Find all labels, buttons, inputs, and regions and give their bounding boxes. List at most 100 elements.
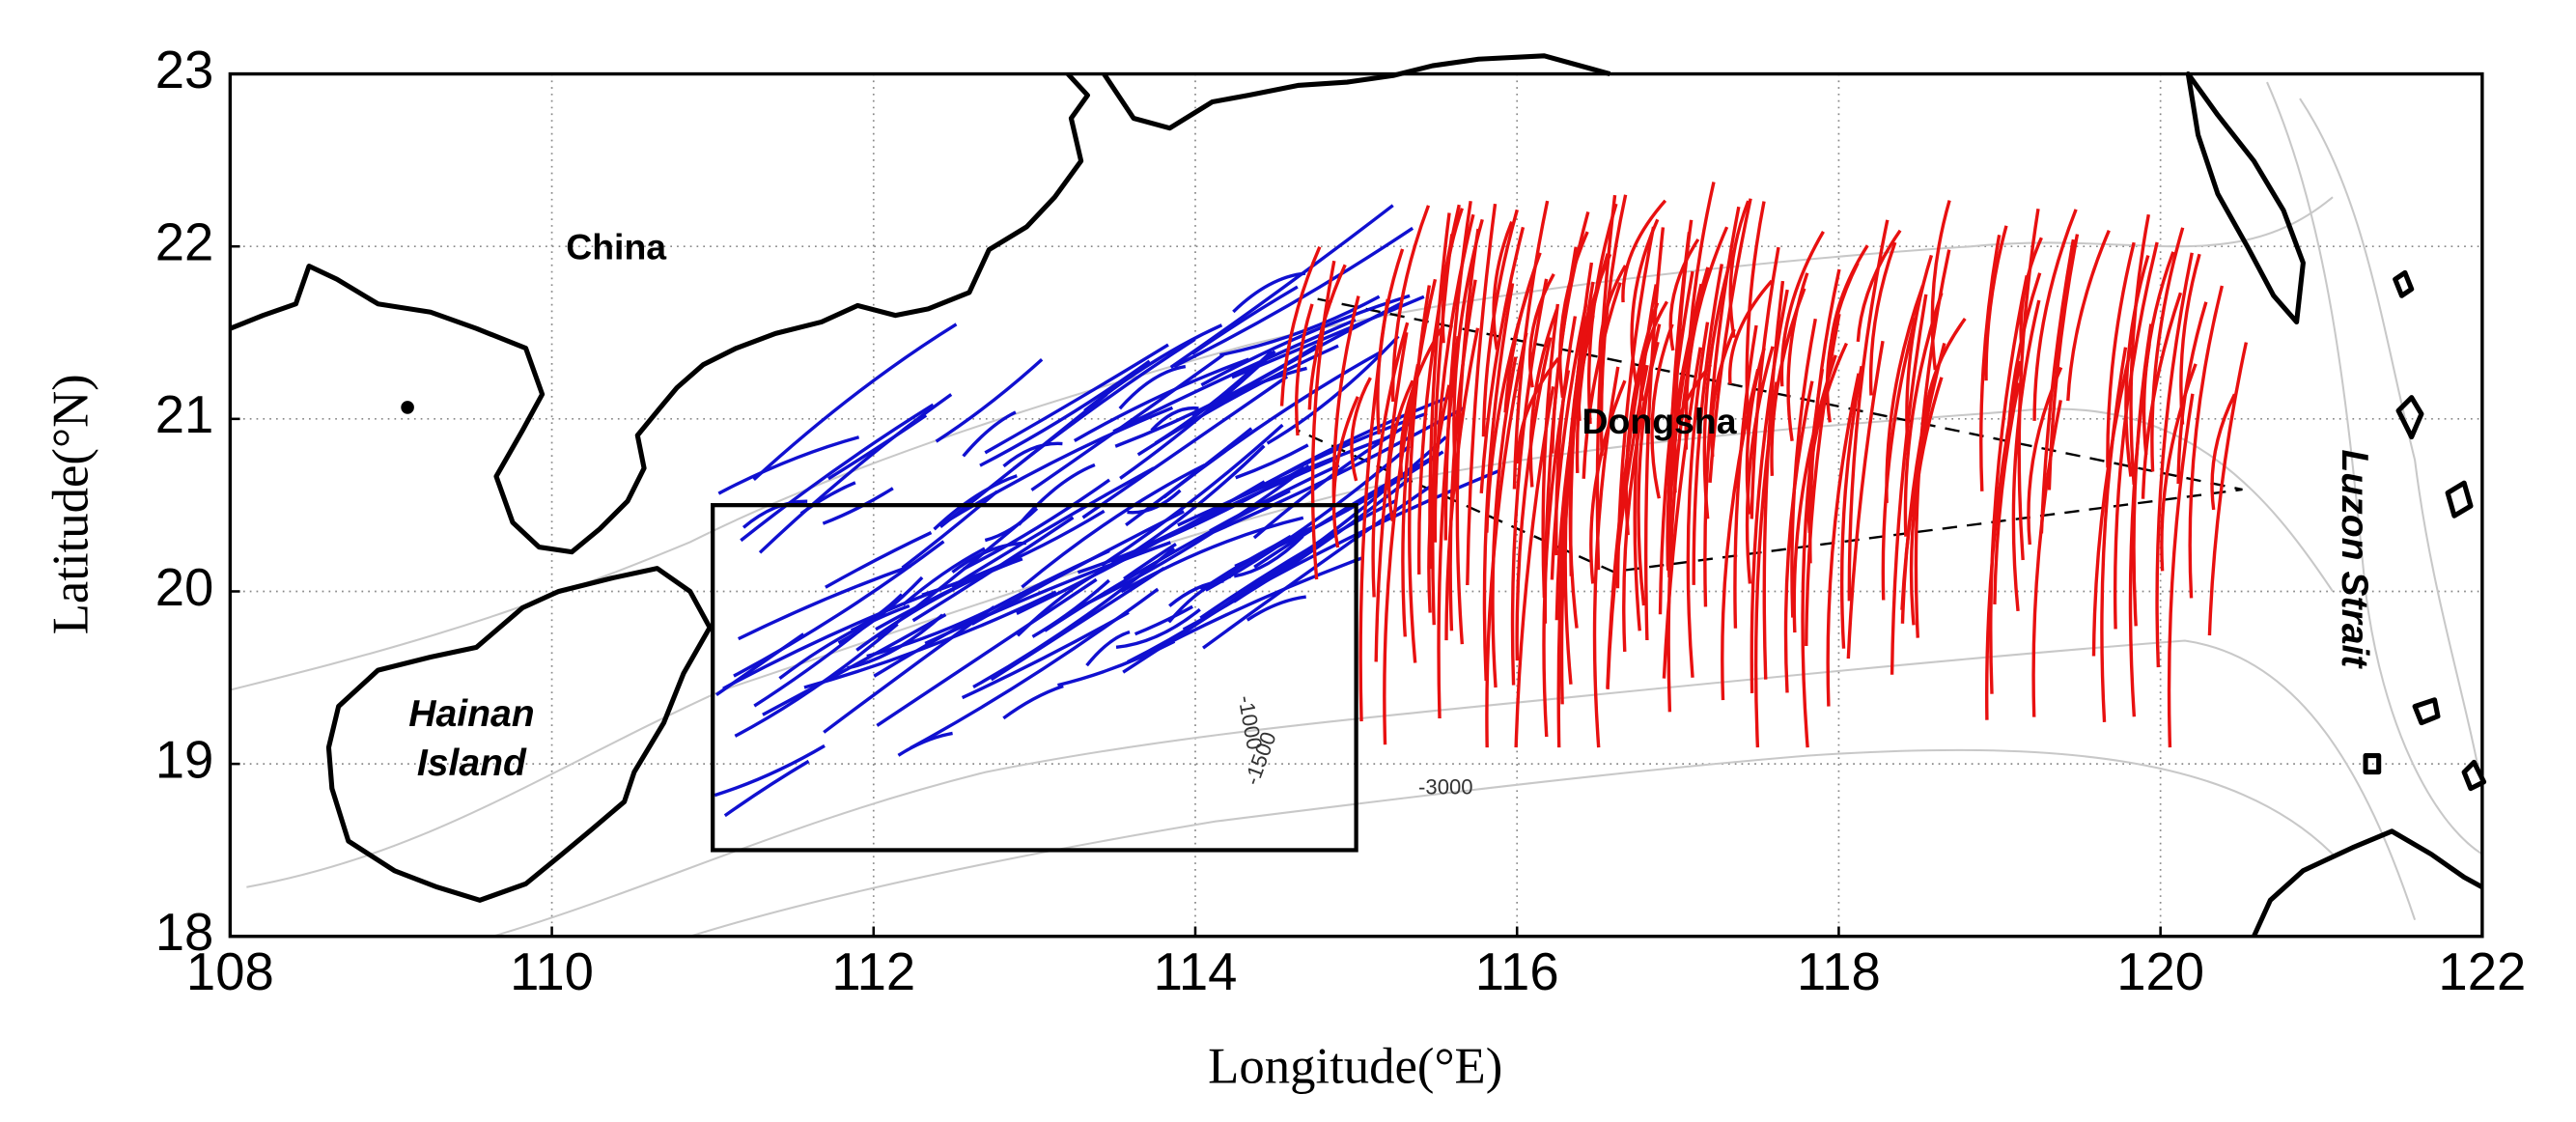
wave-crest	[1310, 260, 1336, 580]
wave-crest	[1433, 213, 1475, 543]
x-tick-label: 122	[2438, 942, 2526, 1001]
wave-crest	[963, 478, 1111, 571]
wave-crest	[951, 466, 1155, 588]
wave-crest	[758, 393, 953, 554]
wave-crest	[827, 413, 928, 481]
wave-crest	[1510, 278, 1549, 686]
wave-crest	[1219, 295, 1381, 357]
wave-crest	[1606, 364, 1649, 689]
wave-crest	[1558, 231, 1589, 398]
wave-crest	[1779, 231, 1825, 387]
wave-crest	[778, 603, 910, 680]
wave-crest	[2207, 342, 2249, 636]
wave-crest	[1790, 318, 1817, 618]
wave-crest	[714, 743, 826, 798]
wave-crest	[737, 564, 911, 641]
wave-crest	[1582, 282, 1622, 479]
island	[401, 401, 414, 414]
island	[2363, 269, 2487, 792]
wave-crest	[1122, 527, 1339, 674]
wave-crest	[753, 616, 877, 708]
wave-crest	[1556, 331, 1585, 748]
wave-crest	[2031, 400, 2062, 717]
wave-crest	[1246, 595, 1306, 622]
place-label: Luzon Strait	[2334, 449, 2375, 669]
wave-crest	[1984, 225, 2008, 381]
wave-crest	[1083, 323, 1223, 412]
y-tick-label: 21	[155, 385, 214, 444]
wave-crest	[2210, 393, 2236, 511]
place-label: China	[566, 226, 667, 266]
x-tick-label: 116	[1475, 942, 1559, 1001]
coastline-luzon	[2252, 828, 2484, 938]
wave-crest	[825, 531, 933, 589]
coastline-taiwan	[2185, 71, 2306, 325]
wave-crest	[972, 547, 1176, 688]
wave-crest	[2141, 292, 2183, 499]
x-tick-label: 118	[1797, 942, 1881, 1001]
wave-crest	[1374, 331, 1409, 662]
contour	[689, 748, 2334, 938]
dongsha-region	[1297, 297, 2243, 574]
wave-crest	[1115, 607, 1201, 650]
coastline-hainan	[325, 566, 713, 903]
wave-crest	[924, 541, 1171, 645]
wave-crest	[1979, 234, 2002, 491]
wave-crest	[1162, 350, 1384, 499]
wave-crest	[1371, 322, 1410, 598]
x-tick-label: 110	[510, 942, 594, 1001]
wave-crest	[1615, 226, 1656, 589]
wave-crest	[1514, 386, 1555, 748]
wave-crest	[1428, 212, 1451, 570]
wave-crest	[1550, 303, 1588, 580]
wave-crest	[1745, 201, 1766, 435]
wave-crest	[2032, 209, 2078, 421]
wave-crest	[762, 612, 947, 716]
wave-crest	[1401, 278, 1438, 637]
wave-crest	[1868, 241, 1897, 396]
wave-crest	[1847, 219, 1890, 602]
wave-crest	[1491, 356, 1518, 688]
wave-crest	[2142, 251, 2175, 456]
wave-crest	[823, 605, 995, 734]
wave-crest	[2091, 347, 2133, 657]
wave-crest	[2019, 237, 2043, 346]
wave-crest	[1666, 232, 1692, 567]
wave-crest	[1077, 465, 1305, 575]
wave-crest	[933, 474, 1018, 531]
wave-crest	[1078, 463, 1310, 608]
wave-crest	[822, 487, 894, 525]
wave-crest	[1826, 373, 1861, 707]
wave-crest	[855, 557, 1023, 652]
wave-crest	[2066, 230, 2111, 402]
wave-crest	[1792, 354, 1837, 633]
wave-crest	[1012, 337, 1196, 470]
wave-crest	[1684, 182, 1716, 450]
wave-crest	[1127, 489, 1182, 515]
wave-crest	[1930, 200, 1951, 371]
wave-crest	[1279, 246, 1322, 407]
wave-crest	[1684, 226, 1729, 410]
y-tick-label: 23	[155, 41, 214, 99]
wave-crests	[714, 182, 2249, 818]
wave-crest	[722, 573, 982, 690]
wave-crest	[1021, 463, 1206, 589]
wave-crest	[2150, 227, 2185, 472]
place-label: Island	[417, 743, 527, 784]
wave-crest	[1728, 200, 1750, 338]
wave-crest	[2100, 347, 2128, 722]
wave-crest	[1577, 253, 1612, 421]
wave-crest	[1168, 579, 1224, 607]
wave-crest	[1479, 226, 1526, 494]
y-tick-label: 18	[155, 903, 214, 962]
wave-crest	[1650, 323, 1674, 499]
wave-crest	[1386, 379, 1414, 521]
wave-crest	[717, 435, 860, 495]
wave-crest	[1307, 264, 1347, 410]
wave-crest	[1235, 443, 1309, 480]
wave-crest	[1554, 316, 1578, 556]
wave-crest	[1528, 308, 1559, 488]
wave-crest	[1750, 289, 1789, 693]
contour	[492, 639, 2417, 938]
y-axis-title: Latitude(°N)	[43, 374, 99, 634]
